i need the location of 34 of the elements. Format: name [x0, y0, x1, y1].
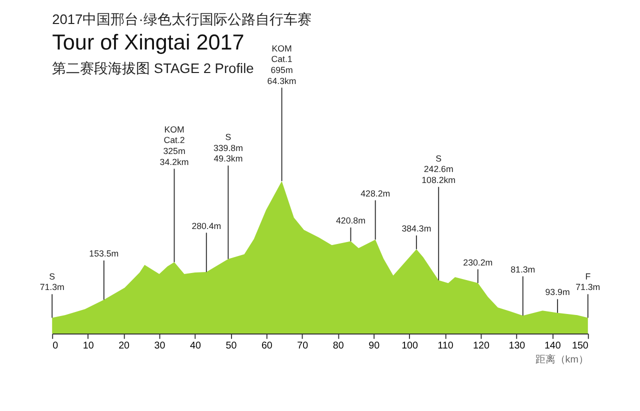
x-tick-label: 80 — [332, 340, 344, 352]
x-tick-label: 70 — [297, 340, 309, 352]
x-tick-label: 0 — [52, 340, 59, 352]
x-tick-label: 140 — [544, 340, 562, 352]
x-axis-title: 距离（km） — [535, 353, 588, 366]
annotation: F 71.3m — [576, 271, 600, 292]
x-tick-label: 100 — [402, 340, 419, 352]
x-tick-label: 90 — [368, 340, 380, 352]
annotation: KOM Cat.2 325m 34.2km — [160, 124, 189, 167]
x-tick-label: 120 — [473, 340, 490, 352]
annotation: S 242.6m 108.2km — [422, 153, 456, 185]
annotation: 420.8m — [336, 216, 366, 226]
annotation: S 71.3m — [40, 271, 64, 292]
annotation: 230.2m — [463, 257, 493, 268]
chart-title: Tour of Xingtai 2017 — [52, 29, 244, 54]
x-tick-label: 50 — [226, 340, 238, 352]
annotation: 81.3m — [510, 264, 536, 274]
annotation: 384.3m — [402, 224, 432, 234]
x-tick-label: 130 — [508, 340, 526, 352]
annotation: 153.5m — [89, 248, 119, 259]
x-tick-label: 40 — [190, 340, 202, 352]
x-tick-label: 150 — [572, 340, 589, 352]
annotation: 428.2m — [360, 188, 390, 198]
x-tick-label: 30 — [154, 340, 166, 352]
text: 2017中国邢台·绿色太行国际公路自行车赛 — [52, 12, 312, 27]
x-tick-label: 10 — [82, 340, 94, 352]
annotation: KOM Cat.1 695m 64.3km — [267, 43, 296, 86]
annotation: 93.9m — [545, 287, 570, 298]
x-tick-label: 20 — [118, 340, 130, 352]
x-tick-label: 60 — [261, 340, 273, 352]
annotation: S 339.8m 49.3km — [213, 132, 243, 164]
x-tick-label: 110 — [438, 340, 454, 352]
annotation: 280.4m — [192, 220, 222, 231]
chart-subtitle: 第二赛段海拔图 STAGE 2 Profile — [52, 60, 254, 76]
